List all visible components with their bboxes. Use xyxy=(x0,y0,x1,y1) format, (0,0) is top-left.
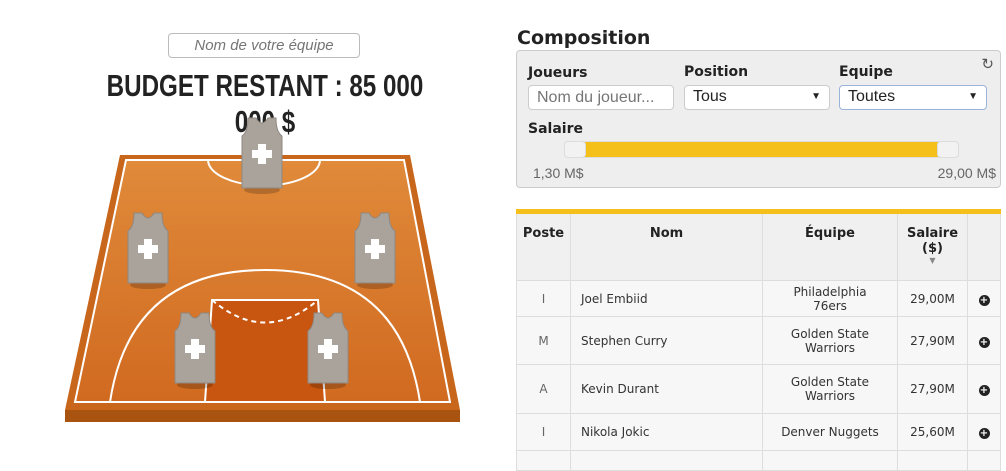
empty-player-jersey[interactable] xyxy=(127,212,169,289)
slider-min-handle[interactable] xyxy=(564,141,586,158)
empty-player-jersey[interactable] xyxy=(354,212,396,289)
header-nom[interactable]: Nom xyxy=(570,211,763,281)
header-salaire-label: Salaire ($) xyxy=(906,226,959,256)
equipe-label: Equipe xyxy=(839,64,893,80)
poste-cell: I xyxy=(516,413,571,451)
salaire-cell: 27,90M xyxy=(897,316,968,365)
salaire-cell: 25,60M xyxy=(897,413,968,451)
position-value: Tous xyxy=(693,88,727,105)
nom-cell[interactable]: Nikola Jokic xyxy=(570,413,763,451)
equipe-cell: Golden State Warriors xyxy=(762,364,898,414)
plus-circle-icon: + xyxy=(978,428,990,439)
add-player-button[interactable]: + xyxy=(967,413,1001,451)
empty-player-jersey[interactable] xyxy=(241,117,283,194)
position-label: Position xyxy=(684,64,749,80)
add-player-button[interactable]: + xyxy=(967,316,1001,365)
table-row: I Nikola Jokic Denver Nuggets 25,60M + xyxy=(516,413,1001,451)
team-select[interactable]: Toutes ▼ xyxy=(839,85,987,110)
filters-panel: ↻ Joueurs Position Tous▼ Equipe Toutes▼ … xyxy=(516,50,1001,188)
salaire-cell: 29,00M xyxy=(897,280,968,317)
poste-cell: I xyxy=(516,280,571,317)
header-salaire[interactable]: Salaire ($) ▼ xyxy=(897,211,968,281)
player-search-input[interactable] xyxy=(528,85,674,110)
poste-cell: A xyxy=(516,364,571,414)
basketball-court xyxy=(65,117,460,422)
dropdown-arrow-icon: ▼ xyxy=(811,91,821,102)
header-poste[interactable]: Poste xyxy=(516,211,571,281)
position-select[interactable]: Tous ▼ xyxy=(684,85,830,110)
table-row: M Stephen Curry Golden State Warriors 27… xyxy=(516,316,1001,365)
salaire-cell: 27,90M xyxy=(897,364,968,414)
composition-title: Composition xyxy=(517,27,651,49)
table-row: I Joel Embiid Philadelphia 76ers 29,00M … xyxy=(516,280,1001,317)
header-equipe[interactable]: Équipe xyxy=(762,211,898,281)
joueurs-label: Joueurs xyxy=(528,65,588,81)
plus-circle-icon: + xyxy=(978,336,990,348)
equipe-cell: Philadelphia 76ers xyxy=(762,280,898,317)
salary-max-label: 29,00 M$ xyxy=(937,165,996,181)
empty-player-jersey[interactable] xyxy=(174,312,216,389)
header-action xyxy=(967,211,1001,281)
plus-circle-icon: + xyxy=(978,385,990,396)
table-row: A Kevin Durant Golden State Warriors 27,… xyxy=(516,364,1001,414)
poste-cell: M xyxy=(516,316,571,365)
nom-cell[interactable]: Joel Embiid xyxy=(570,280,763,317)
empty-player-jersey[interactable] xyxy=(307,312,349,389)
equipe-cell: Golden State Warriors xyxy=(762,316,898,365)
nom-cell[interactable]: Stephen Curry xyxy=(570,316,763,365)
salary-range-slider[interactable] xyxy=(564,141,959,158)
salaire-label: Salaire xyxy=(528,121,583,137)
slider-max-handle[interactable] xyxy=(937,141,959,158)
dropdown-arrow-icon: ▼ xyxy=(968,91,978,102)
salary-min-label: 1,30 M$ xyxy=(533,165,584,181)
plus-circle-icon: + xyxy=(978,294,990,306)
add-player-button[interactable]: + xyxy=(967,280,1001,317)
sort-desc-icon: ▼ xyxy=(929,256,936,265)
team-name-input[interactable] xyxy=(168,33,360,58)
nom-cell[interactable]: Kevin Durant xyxy=(570,364,763,414)
refresh-icon[interactable]: ↻ xyxy=(981,55,994,73)
team-value: Toutes xyxy=(848,88,896,105)
equipe-cell: Denver Nuggets xyxy=(762,413,898,451)
add-player-button[interactable]: + xyxy=(967,364,1001,414)
players-table: Poste Nom Équipe Salaire ($) ▼ I Joel Emb… xyxy=(516,209,1001,471)
slider-fill xyxy=(585,142,938,157)
